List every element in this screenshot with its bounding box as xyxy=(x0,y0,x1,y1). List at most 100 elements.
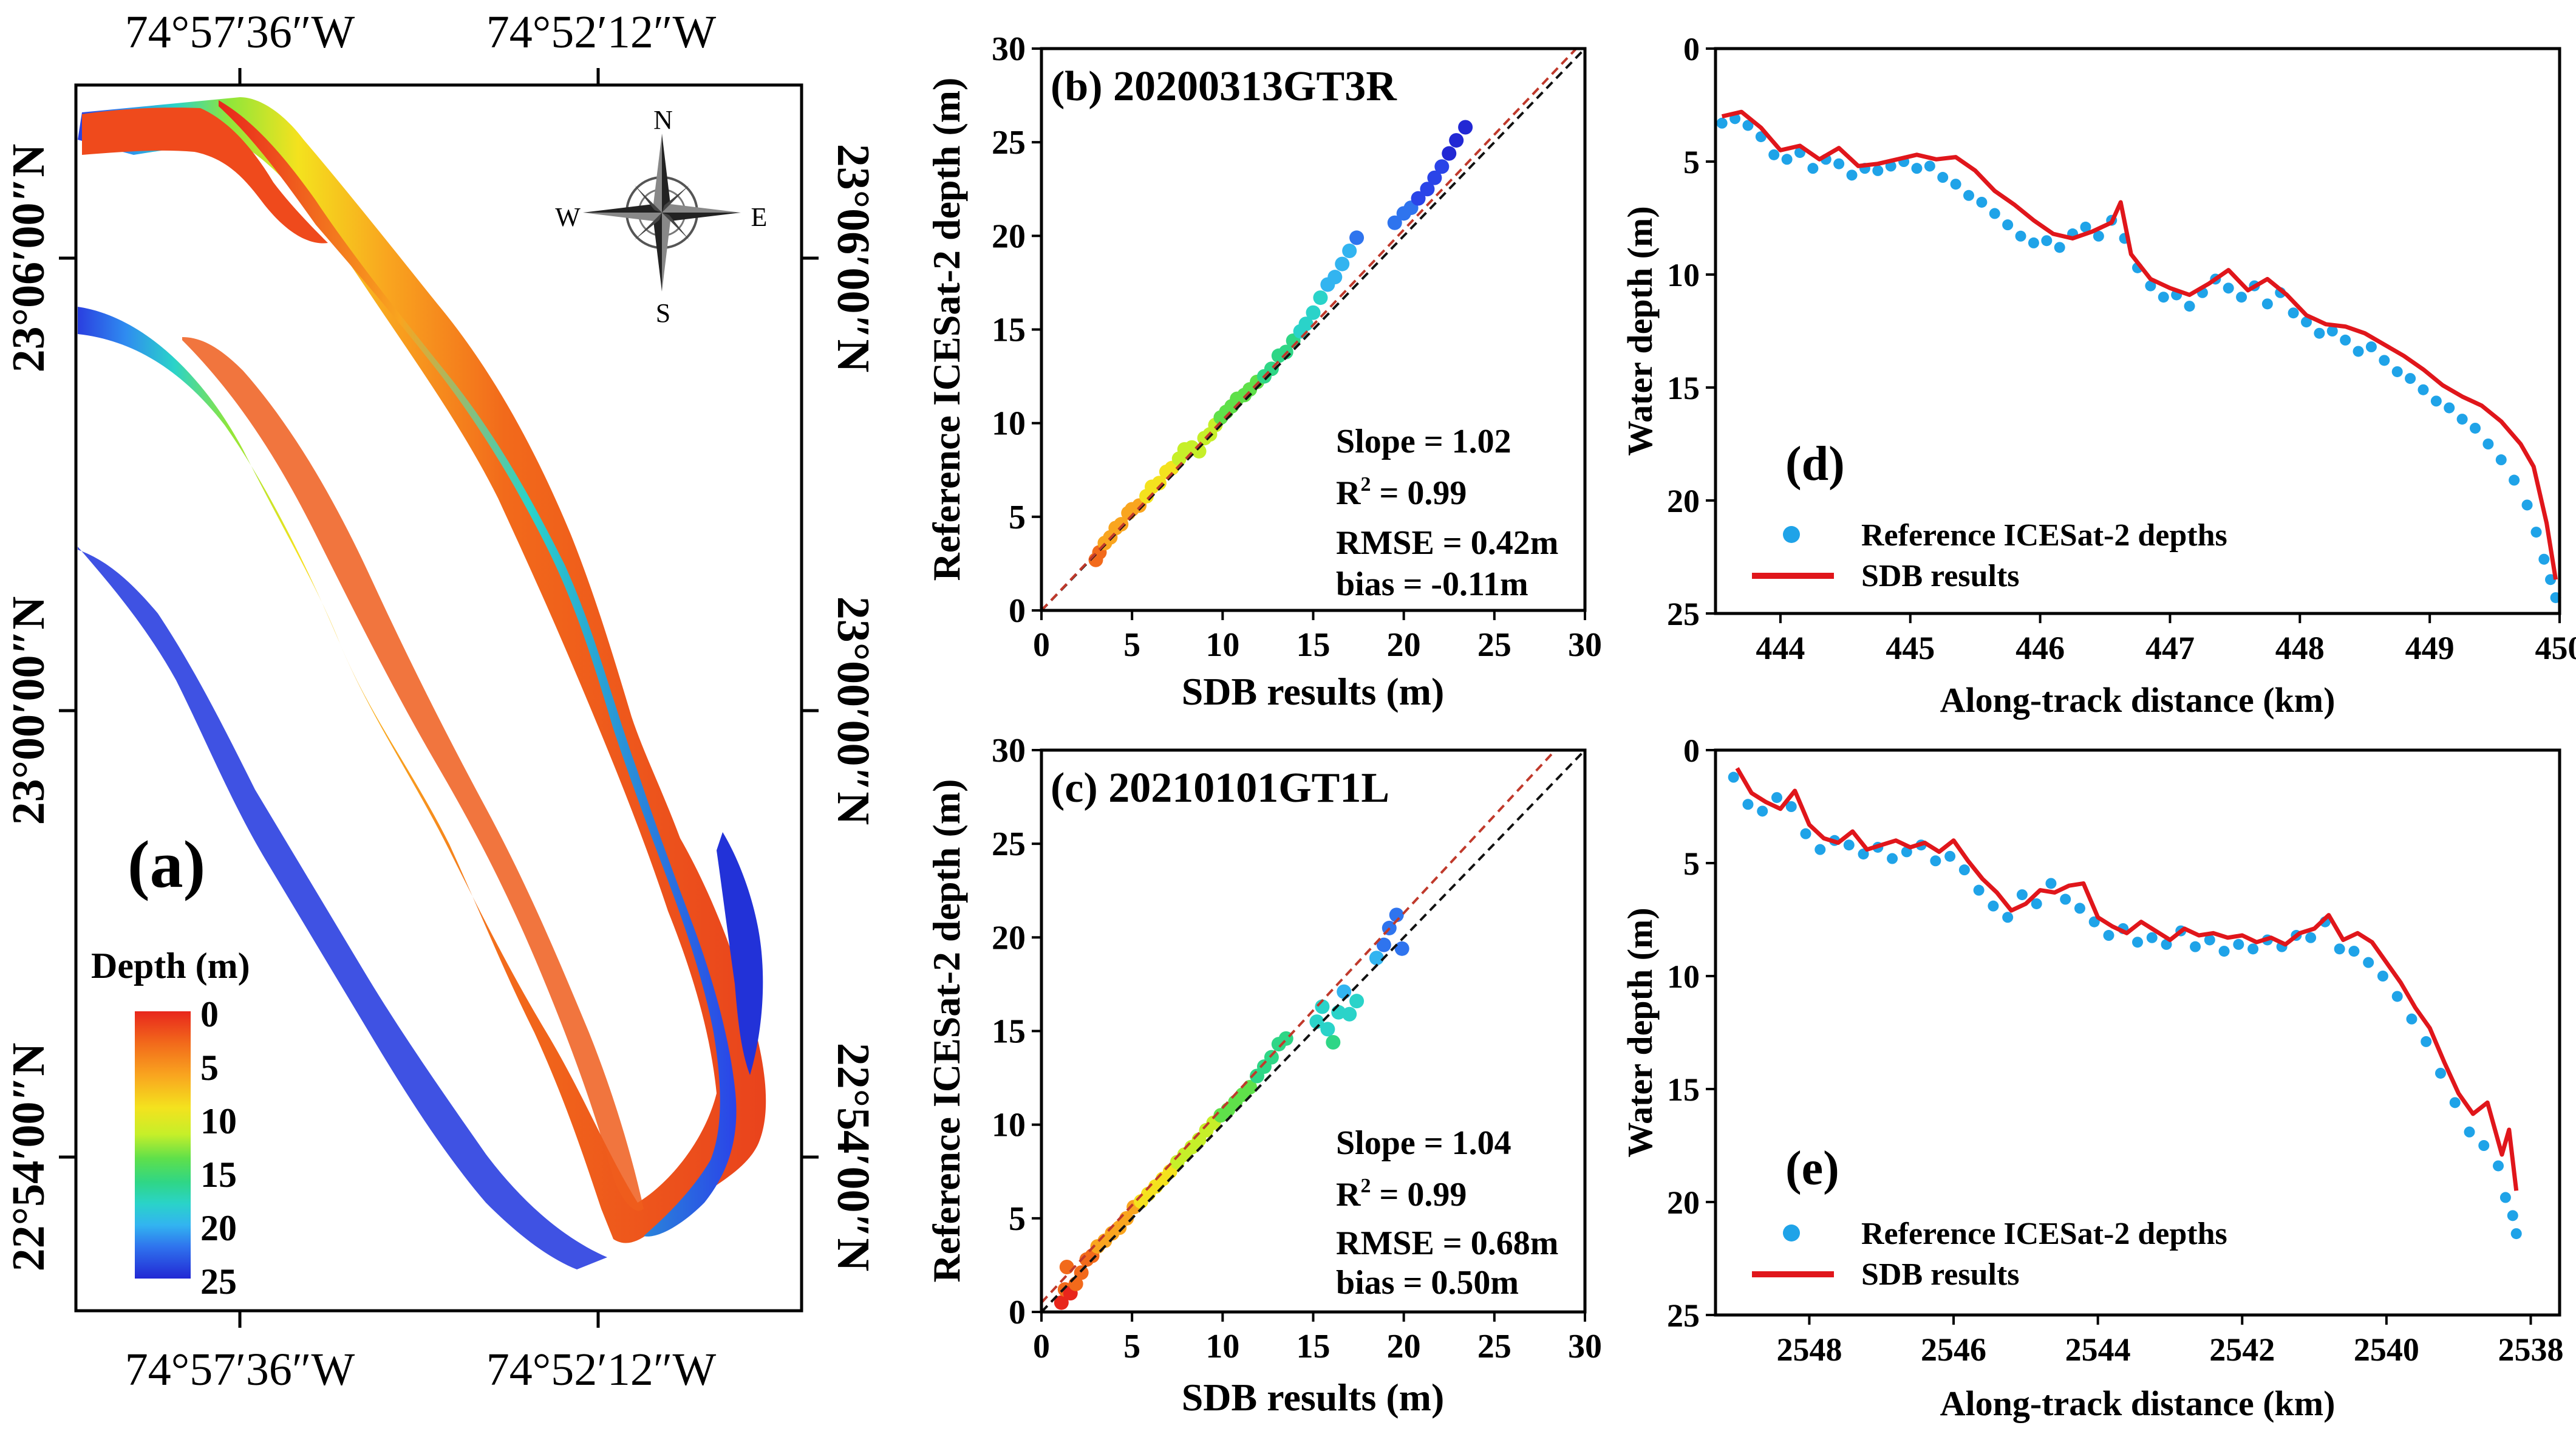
panel-c-ylabel: Reference ICESat-2 depth (m) xyxy=(925,779,968,1283)
reference-depth-point xyxy=(2190,941,2201,952)
map-panel: 74°57′36″W 74°52′12″W 74°57′36″W 74°52′1… xyxy=(3,7,879,1395)
panel-b-ylabel: Reference ICESat-2 depth (m) xyxy=(925,78,968,581)
reference-depth-point xyxy=(2002,219,2014,231)
reference-depth-point xyxy=(2204,934,2215,946)
reference-depth-point xyxy=(1781,154,1793,165)
depth-legend-tick: 5 xyxy=(200,1048,219,1088)
scatter-point xyxy=(1369,951,1384,966)
reference-depth-point xyxy=(2031,898,2042,909)
reference-depth-point xyxy=(2444,402,2455,414)
reference-depth-point xyxy=(2301,316,2312,328)
x-tick-label: 449 xyxy=(2405,630,2455,666)
scatter-point xyxy=(1420,182,1435,197)
reference-depth-point xyxy=(1973,884,1985,896)
panel-e-legend-ref: Reference ICESat-2 depths xyxy=(1861,1217,2227,1251)
scatter-point xyxy=(1342,244,1357,258)
reference-depth-point xyxy=(2314,327,2325,339)
compass-rose-icon xyxy=(583,134,741,292)
reference-depth-point xyxy=(1924,160,1935,172)
panel-c-lines xyxy=(1040,749,1586,1313)
reference-depth-point xyxy=(1843,839,1855,851)
x-tick-label: 30 xyxy=(1568,626,1602,664)
panel-b-xlabel: SDB results (m) xyxy=(1182,670,1445,713)
reference-depth-point xyxy=(2510,1228,2522,1240)
depth-colorbar xyxy=(135,1011,191,1279)
depth-legend-tick: 20 xyxy=(200,1208,237,1248)
scatter-point xyxy=(1349,994,1365,1009)
compass-e: E xyxy=(751,202,768,232)
reference-depth-point xyxy=(2507,1210,2518,1221)
panel-e-ticks: 2548 2546 2544 2542 2540 2538 0 5 10 15 20 25 xyxy=(1667,733,2563,1368)
left-lat-label-3: 22°54′00″N xyxy=(3,1043,54,1272)
x-tick-label: 10 xyxy=(1205,626,1239,664)
x-tick-label: 447 xyxy=(2145,630,2195,666)
panel-e-ylabel: Water depth (m) xyxy=(1620,907,1660,1157)
reference-depth-point xyxy=(2340,334,2351,346)
scatter-panel-b: 0 5 10 15 20 25 30 0 5 10 15 20 25 30 (b) 20200313GT3… xyxy=(925,30,1602,713)
panel-c-points xyxy=(1054,907,1409,1310)
y-tick-label: 0 xyxy=(1683,31,1700,67)
scatter-point xyxy=(1387,215,1402,230)
scatter-point xyxy=(1449,133,1464,148)
x-tick-label: 448 xyxy=(2275,630,2325,666)
panel-b-stat-r2: R2 = 0.99 xyxy=(1336,473,1467,512)
scatter-point xyxy=(1327,270,1343,285)
reference-depth-point xyxy=(1963,190,1974,201)
x-tick-label: 2544 xyxy=(2065,1331,2131,1368)
reference-depth-point xyxy=(2158,292,2169,303)
x-tick-label: 2542 xyxy=(2209,1331,2275,1368)
y-tick-label: 15 xyxy=(1667,370,1700,406)
reference-depth-point xyxy=(2435,1067,2446,1079)
reference-depth-point xyxy=(2080,221,2091,233)
reference-depth-point xyxy=(1800,828,1811,839)
reference-depth-point xyxy=(2493,1160,2504,1172)
y-tick-label: 15 xyxy=(992,1013,1026,1051)
panel-e-frame xyxy=(1714,748,2561,1317)
reference-depth-point xyxy=(2406,1013,2418,1025)
panel-e-points xyxy=(1728,771,2522,1240)
panel-c-r2-val: = 0.99 xyxy=(1371,1176,1467,1214)
x-tick-label: 445 xyxy=(1886,630,1935,666)
reference-depth-point xyxy=(1872,165,1884,176)
bank-depth-raster xyxy=(78,97,766,1243)
reference-depth-point xyxy=(2145,280,2156,292)
reference-depth-point xyxy=(1833,158,1845,169)
reference-depth-point xyxy=(2363,957,2374,968)
reference-depth-point xyxy=(1814,844,1826,855)
scatter-point xyxy=(1349,230,1365,245)
y-tick-label: 25 xyxy=(992,825,1026,863)
y-tick-label: 25 xyxy=(1667,1297,1700,1334)
scatter-point xyxy=(1394,941,1409,956)
panel-d-line xyxy=(1721,109,2558,580)
panel-d-label: (d) xyxy=(1785,437,1845,491)
panel-d-legend-point-icon xyxy=(1783,526,1800,543)
reference-depth-point xyxy=(1976,196,1988,208)
x-tick-label: 15 xyxy=(1297,1328,1331,1365)
reference-depth-point xyxy=(2288,307,2299,319)
scatter-point xyxy=(1313,290,1328,306)
deep-slope-west xyxy=(78,547,607,1269)
x-tick-label: 444 xyxy=(1756,630,1805,666)
y-tick-label: 20 xyxy=(992,919,1026,957)
panel-d-frame xyxy=(1714,47,2561,615)
reference-depth-point xyxy=(1846,169,1858,181)
y-tick-label: 0 xyxy=(1683,733,1700,769)
reference-depth-point xyxy=(2530,527,2542,538)
compass-n: N xyxy=(653,105,673,135)
reference-depth-point xyxy=(2499,1192,2511,1203)
reference-depth-point xyxy=(2261,298,2273,310)
reference-depth-point xyxy=(2377,971,2388,982)
panel-c-ticks: 0 5 10 15 20 25 30 0 5 10 15 20 25 30 xyxy=(992,732,1602,1365)
y-tick-label: 5 xyxy=(1683,144,1700,180)
profile-panel-e: 2548 2546 2544 2542 2540 2538 0 5 10 15 20 25 (e) R… xyxy=(1620,733,2563,1423)
x-tick-label: 2546 xyxy=(1921,1331,1986,1368)
scatter-point xyxy=(1151,476,1167,491)
y-tick-label: 30 xyxy=(992,732,1026,770)
reference-depth-point xyxy=(1771,792,1782,804)
x-tick-label: 25 xyxy=(1477,626,1511,664)
reference-depth-point xyxy=(2146,932,2158,943)
y-tick-label: 5 xyxy=(1009,499,1026,536)
reference-depth-point xyxy=(2353,346,2364,357)
compass-s: S xyxy=(656,298,670,328)
